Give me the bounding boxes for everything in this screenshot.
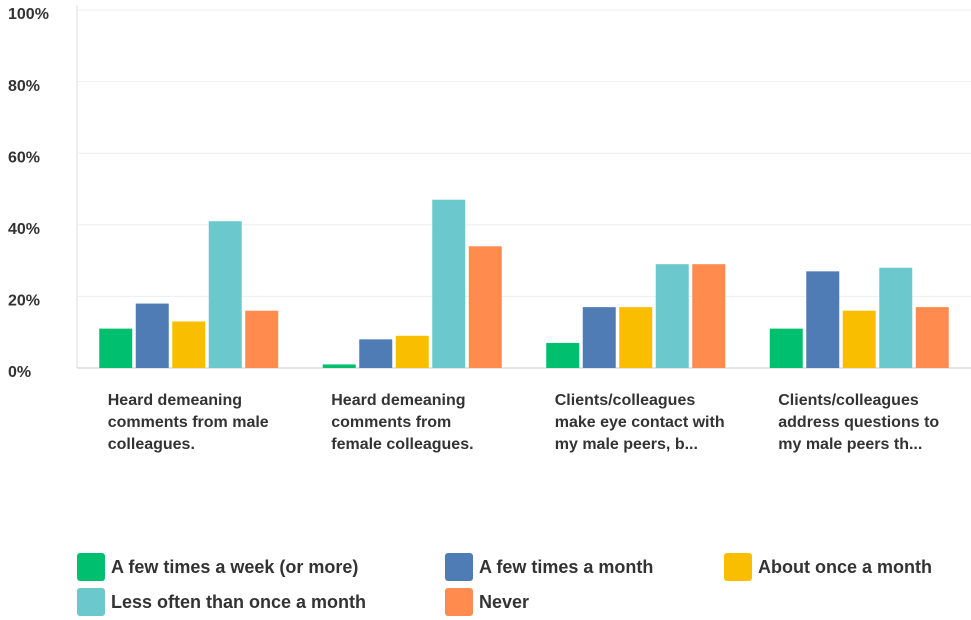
legend-label: Less often than once a month bbox=[111, 591, 367, 612]
bar bbox=[208, 221, 242, 368]
legend-label: About once a month bbox=[758, 556, 932, 577]
bar bbox=[879, 267, 913, 368]
bar bbox=[655, 264, 689, 368]
bar bbox=[99, 328, 133, 368]
legend-item: Never bbox=[445, 588, 529, 616]
bar bbox=[245, 310, 279, 368]
y-tick-label: 0% bbox=[8, 364, 31, 381]
legend-swatch bbox=[445, 553, 473, 581]
bar bbox=[322, 364, 356, 368]
bar bbox=[546, 342, 580, 368]
bar bbox=[806, 271, 840, 368]
bar bbox=[915, 307, 949, 368]
bar bbox=[395, 335, 429, 368]
y-tick-label: 60% bbox=[8, 149, 40, 166]
bar bbox=[359, 339, 393, 368]
legend-item: Less often than once a month bbox=[77, 588, 366, 616]
x-tick-label: Clients/colleagues address questions to … bbox=[778, 392, 940, 453]
bar bbox=[468, 246, 502, 368]
bar bbox=[172, 321, 206, 368]
legend-item: About once a month bbox=[724, 553, 932, 581]
legend-swatch bbox=[724, 553, 752, 581]
legend-label: A few times a week (or more) bbox=[111, 556, 359, 577]
bar bbox=[135, 303, 169, 368]
legend-label: Never bbox=[479, 591, 530, 612]
x-tick-label: Heard demeaning comments from female col… bbox=[331, 392, 474, 453]
y-tick-label: 100% bbox=[8, 6, 49, 23]
bar bbox=[619, 307, 653, 368]
legend-swatch bbox=[77, 553, 105, 581]
bar bbox=[582, 307, 616, 368]
y-tick-label: 80% bbox=[8, 78, 40, 95]
y-tick-label: 40% bbox=[8, 221, 40, 238]
legend-label: A few times a month bbox=[479, 556, 654, 577]
legend-swatch bbox=[445, 588, 473, 616]
legend-item: A few times a month bbox=[445, 553, 653, 581]
y-tick-label: 20% bbox=[8, 293, 40, 310]
bar bbox=[432, 199, 466, 368]
x-tick-label: Heard demeaning comments from male colle… bbox=[107, 392, 269, 453]
x-tick-label: Clients/colleagues make eye contact with… bbox=[554, 392, 725, 453]
bar bbox=[692, 264, 726, 368]
bar bbox=[842, 310, 876, 368]
legend-item: A few times a week (or more) bbox=[77, 553, 358, 581]
legend-swatch bbox=[77, 588, 105, 616]
bar bbox=[769, 328, 803, 368]
